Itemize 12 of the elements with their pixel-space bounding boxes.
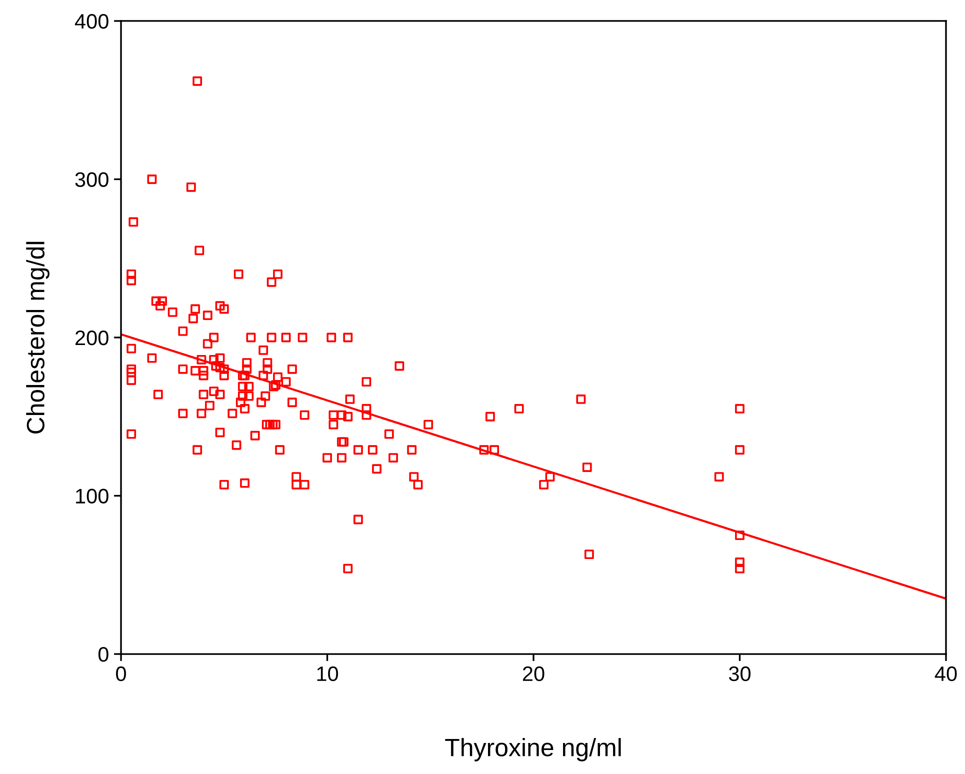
y-tick-label: 100 <box>76 488 108 504</box>
y-axis-title: Cholesterol mg/dl <box>26 242 50 434</box>
y-tick-label: 400 <box>74 14 108 29</box>
x-tick-label: 30 <box>728 666 751 682</box>
x-axis-title: Thyroxine ng/ml <box>445 738 621 762</box>
y-tick-label: 200 <box>76 330 108 346</box>
y-tick-label: 300 <box>75 172 108 187</box>
x-tick-label: 20 <box>522 666 544 682</box>
y-tick-label: 0 <box>98 647 108 662</box>
x-tick-label: 10 <box>317 666 338 682</box>
x-tick-label: 0 <box>116 666 126 682</box>
x-tick-label: 40 <box>934 666 957 682</box>
